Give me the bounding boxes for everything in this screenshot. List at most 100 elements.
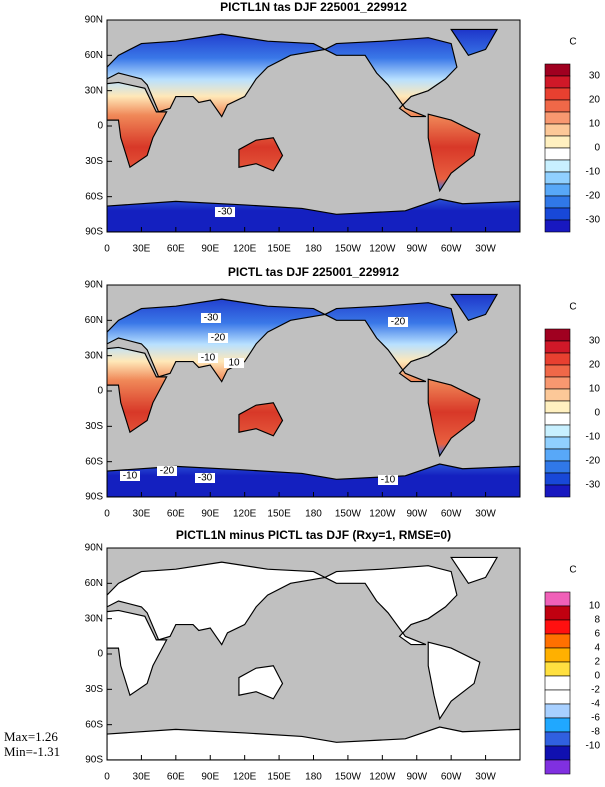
contour-label-bg <box>388 317 408 327</box>
colorbar-unit: C <box>569 37 576 48</box>
lat-label: 60S <box>85 719 103 730</box>
contour-label: -20 <box>160 466 175 477</box>
map <box>107 20 520 232</box>
lat-label: 30N <box>85 613 103 624</box>
colorbar-box <box>544 448 571 462</box>
colorbar-label: -4 <box>591 699 600 710</box>
lon-label: 120E <box>233 244 257 255</box>
lat-label: 60S <box>85 456 103 467</box>
colorbar-box <box>544 703 571 719</box>
lat-label: 90S <box>85 492 103 503</box>
lat-label: 0 <box>97 121 103 132</box>
colorbar-box <box>544 619 571 635</box>
colorbar-label: 0 <box>594 671 600 682</box>
lon-label: 30W <box>475 244 496 255</box>
colorbar-box <box>544 689 571 705</box>
colorbar-label: -2 <box>591 685 600 696</box>
colorbar-label: -20 <box>586 191 601 202</box>
colorbar-box <box>544 207 571 221</box>
colorbar-box <box>544 87 571 101</box>
lat-label: 30S <box>85 421 103 432</box>
lat-label: 60N <box>85 50 103 61</box>
colorbar-label: -8 <box>591 727 600 738</box>
contour-label: -30 <box>218 207 233 218</box>
colorbar-box <box>544 661 571 677</box>
colorbar-label: -30 <box>586 480 601 491</box>
lon-label: 60W <box>441 509 462 520</box>
lon-label: 120W <box>369 509 396 520</box>
contour-label: -30 <box>204 313 219 324</box>
lon-label: 120W <box>369 772 396 782</box>
colorbar-label: 30 <box>589 71 601 82</box>
colorbar-label: -10 <box>586 432 601 443</box>
colorbar-unit: C <box>569 302 576 313</box>
colorbar-box <box>544 436 571 450</box>
lat-label: 0 <box>97 386 103 397</box>
lon-label: 120E <box>233 772 257 782</box>
colorbar-label: -30 <box>586 215 601 226</box>
contour-label-bg <box>157 466 177 476</box>
contour-label: -10 <box>201 353 216 364</box>
contour-label: -20 <box>211 333 226 344</box>
lat-label: 30N <box>85 85 103 96</box>
colorbar-box <box>544 111 571 125</box>
colorbar-box <box>544 63 571 77</box>
colorbar-label: 20 <box>589 95 601 106</box>
lon-label: 0 <box>104 772 110 782</box>
colorbar-label: 30 <box>589 336 601 347</box>
colorbar-box <box>544 484 571 498</box>
contour-label-bg <box>215 207 235 217</box>
contour-label-bg <box>208 333 228 343</box>
lat-label: 30S <box>85 156 103 167</box>
colorbar-box <box>544 340 571 354</box>
colorbar-box <box>544 424 571 438</box>
lon-label: 60W <box>441 244 462 255</box>
contour-label: -10 <box>123 471 138 482</box>
stat: Max=1.26 <box>4 729 58 744</box>
lat-label: 30N <box>85 350 103 361</box>
lon-label: 150E <box>267 244 291 255</box>
colorbar-label: 0 <box>594 143 600 154</box>
lat-label: 60S <box>85 191 103 202</box>
colorbar-box <box>544 159 571 173</box>
lon-label: 60E <box>167 772 185 782</box>
colorbar-box <box>544 328 571 342</box>
colorbar-box <box>544 388 571 402</box>
colorbar-label: 10 <box>589 119 601 130</box>
colorbar-box <box>544 717 571 733</box>
lon-label: 90W <box>406 244 427 255</box>
lon-label: 90W <box>406 509 427 520</box>
colorbar-label: -10 <box>586 167 601 178</box>
lat-label: 30S <box>85 684 103 695</box>
colorbar-box <box>544 376 571 390</box>
colorbar-label: 10 <box>589 384 601 395</box>
lon-label: 90W <box>406 772 427 782</box>
colorbar-box <box>544 731 571 747</box>
lat-label: 90S <box>85 227 103 238</box>
colorbar-box <box>544 647 571 663</box>
lat-label: 60N <box>85 578 103 589</box>
lon-label: 120E <box>233 509 257 520</box>
colorbar-box <box>544 759 571 775</box>
colorbar-box <box>544 675 571 691</box>
lon-label: 60E <box>167 509 185 520</box>
panel-title: PICTL1N minus PICTL tas DJF (Rxy=1, RMSE… <box>176 528 451 542</box>
contour-label: 10 <box>228 358 240 369</box>
lon-label: 180 <box>305 509 322 520</box>
lon-label: 0 <box>104 244 110 255</box>
colorbar-box <box>544 171 571 185</box>
colorbar-label: -6 <box>591 713 600 724</box>
contour-label-bg <box>195 473 215 483</box>
colorbar-unit: C <box>569 565 576 576</box>
lon-label: 180 <box>305 772 322 782</box>
contour-label: -10 <box>381 475 396 486</box>
colorbar-box <box>544 352 571 366</box>
lat-label: 90N <box>85 543 103 554</box>
lon-label: 150W <box>335 772 362 782</box>
lon-label: 90E <box>201 509 219 520</box>
colorbar-box <box>544 183 571 197</box>
colorbar-label: 20 <box>589 360 601 371</box>
colorbar-box <box>544 605 571 621</box>
colorbar-label: -20 <box>586 456 601 467</box>
